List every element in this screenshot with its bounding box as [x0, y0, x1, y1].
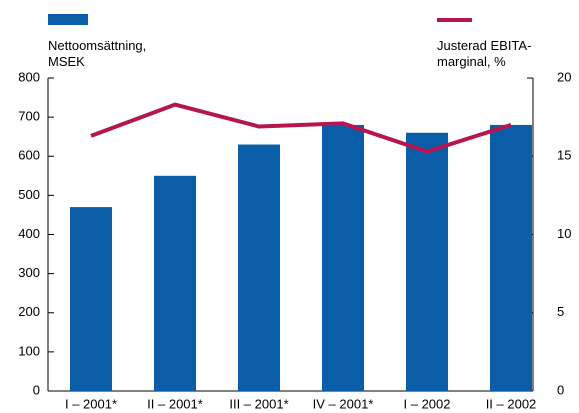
bar — [322, 124, 364, 391]
y-tick-label: 600 — [18, 148, 40, 163]
bar — [154, 175, 196, 391]
bar — [490, 124, 532, 391]
legend-label: Nettoomsättning, MSEK — [48, 38, 147, 69]
y2-tick-label: 10 — [557, 226, 571, 241]
line — [90, 102, 512, 154]
y2-tick-label: 5 — [557, 304, 564, 319]
y-tick-label: 200 — [18, 304, 40, 319]
y-tick-label: 400 — [18, 226, 40, 241]
x-tick-label: II – 2001* — [147, 396, 203, 411]
x-tick-label: I – 2002 — [404, 396, 451, 411]
y-tick-label: 800 — [18, 69, 40, 84]
bar — [238, 144, 280, 391]
x-tick-label: IV – 2001* — [313, 396, 374, 411]
y-tick-label: 0 — [33, 382, 40, 397]
y-tick-label: 300 — [18, 265, 40, 280]
y-tick-label: 500 — [18, 187, 40, 202]
y-tick-label: 100 — [18, 343, 40, 358]
y2-tick-label: 0 — [557, 382, 564, 397]
y-tick-label: 700 — [18, 109, 40, 124]
legend-swatch — [48, 14, 88, 25]
bar — [70, 207, 112, 391]
bar — [406, 132, 448, 391]
y2-tick-label: 15 — [557, 148, 571, 163]
x-tick-label: III – 2001* — [229, 396, 288, 411]
x-tick-label: I – 2001* — [65, 396, 117, 411]
x-tick-label: II – 2002 — [486, 396, 537, 411]
y2-tick-label: 20 — [557, 69, 571, 84]
legend-label: Justerad EBITA-marginal, % — [437, 38, 532, 69]
